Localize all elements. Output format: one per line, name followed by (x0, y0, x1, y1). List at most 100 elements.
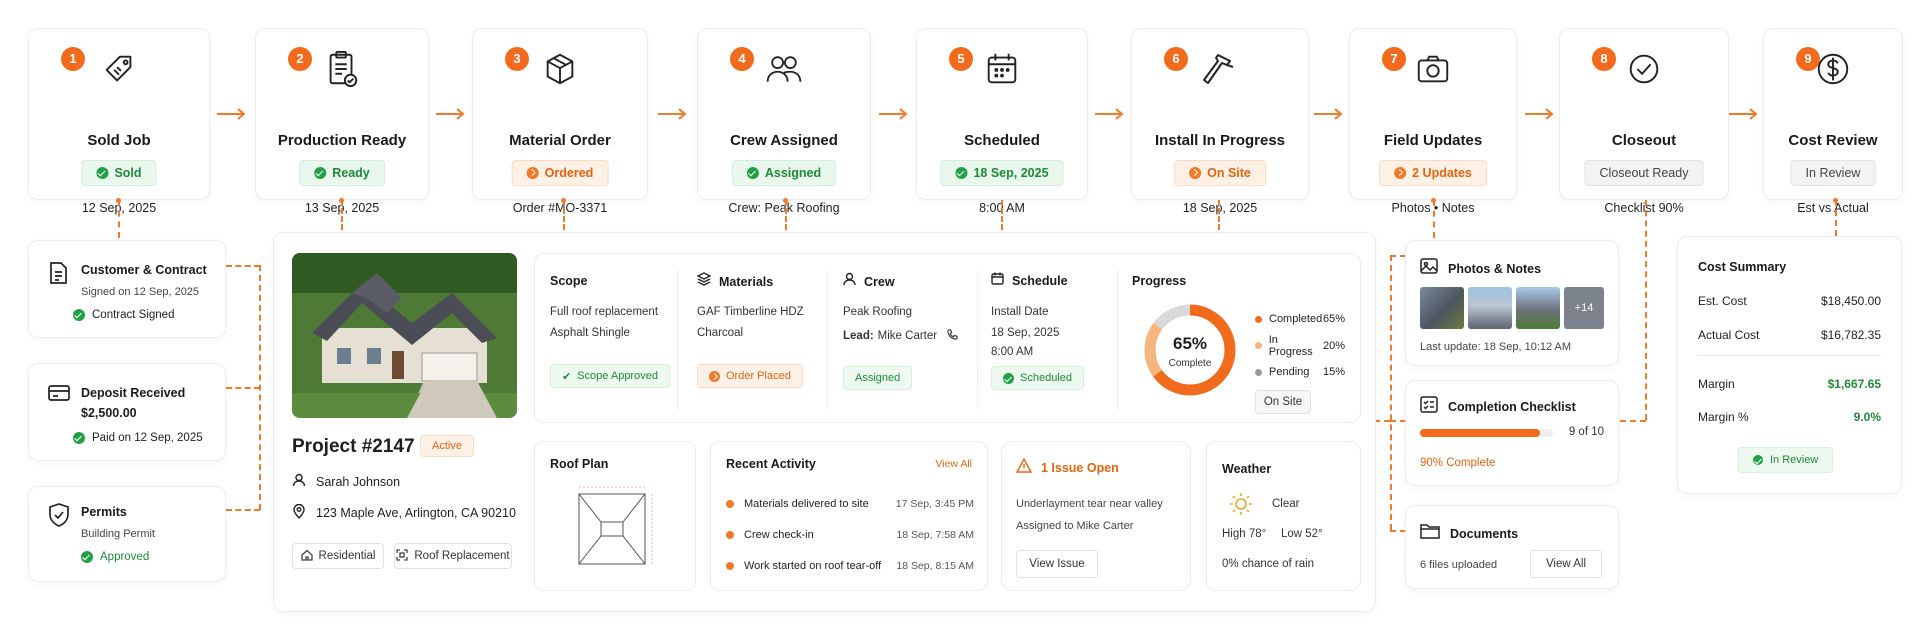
connector-line (1835, 200, 1837, 236)
activity-dot (726, 499, 734, 508)
row-label: Margin % (1698, 410, 1749, 424)
margin-percent-value: 9.0% (1853, 410, 1881, 424)
photos-title: Photos & Notes (1448, 261, 1542, 276)
view-all-documents-button[interactable]: View All (1530, 550, 1602, 578)
clock-icon (1003, 372, 1014, 384)
step-number: 5 (949, 47, 973, 71)
connector-line (1390, 255, 1406, 257)
stage-subtext: Checklist 90% (1604, 201, 1684, 215)
calendar-icon (980, 47, 1024, 91)
customer-contract-card[interactable]: Customer & Contract Signed on 12 Sep, 20… (28, 240, 226, 338)
connector-line (1390, 530, 1406, 532)
weather-rain: 0% chance of rain (1222, 558, 1315, 570)
stage-title: Sold Job (87, 132, 151, 149)
arrow-right-icon (1729, 108, 1758, 120)
tag-label: Residential (318, 550, 376, 562)
step-number: 4 (730, 47, 754, 71)
arrow-right-icon (1095, 108, 1124, 120)
stage-status-badge: Closeout Ready (1584, 160, 1704, 186)
photo-thumbnail[interactable] (1516, 287, 1560, 329)
deposit-card[interactable]: Deposit Received $2,500.00 Paid on 12 Se… (28, 363, 226, 461)
clipboard-check-icon (320, 47, 364, 91)
status-label: Approved (100, 551, 150, 563)
margin-row: Margin $1,667.65 (1698, 377, 1881, 391)
permits-card[interactable]: Permits Building Permit Approved (28, 486, 226, 582)
checklist-header: Completion Checklist (1420, 395, 1576, 418)
divider (827, 270, 828, 410)
status-label: Contract Signed (92, 309, 175, 321)
activity-item: Crew check-in 18 Sep, 7:58 AM (726, 519, 974, 550)
tag-roof-replacement[interactable]: Roof Replacement (394, 543, 512, 569)
stage-status-badge: Ready (299, 160, 385, 186)
activity-time: 17 Sep, 3:45 PM (895, 497, 974, 510)
cost-status-badge: In Review (1738, 447, 1834, 473)
legend-dot (1255, 368, 1262, 376)
checklist-icon (1420, 395, 1438, 418)
view-all-activity-link[interactable]: View All (935, 458, 972, 470)
connector-dot (561, 198, 566, 203)
checklist-progress-fill (1420, 429, 1540, 437)
photo-thumbnail[interactable] (1420, 287, 1464, 329)
scope-approved-tag: ✔ Scope Approved (550, 364, 670, 388)
activity-item: Materials delivered to site 17 Sep, 3:45… (726, 488, 974, 519)
stage-card-cost-review[interactable]: 9 Cost Review In Review Est vs Actual (1763, 28, 1903, 215)
completion-checklist-card[interactable]: Completion Checklist 9 of 10 90% Complet… (1405, 380, 1619, 486)
tag-label: In Review (1770, 454, 1819, 466)
arrow-right-icon (436, 108, 465, 120)
stage-card-field-updates[interactable]: 7 Field Updates 2 Updates Photos • Notes (1349, 28, 1517, 215)
stage-card-sold-job[interactable]: 1 Sold Job Sold 12 Sep, 2025 (28, 28, 210, 215)
crew-name: Peak Roofing (843, 306, 913, 318)
contract-status: Contract Signed (73, 309, 174, 321)
badge-label: Ordered (544, 166, 594, 180)
card-title: Deposit Received (81, 386, 186, 400)
activity-text: Materials delivered to site (744, 497, 869, 510)
tag-icon (97, 47, 141, 91)
checklist-title: Completion Checklist (1448, 399, 1576, 414)
check-icon: ✔ (562, 370, 572, 383)
step-number: 3 (505, 47, 529, 71)
status-label: Paid on 12 Sep, 2025 (92, 432, 203, 444)
legend-label: Completed (1269, 313, 1323, 325)
stage-card-production-ready[interactable]: 2 Production Ready Ready 13 Sep, 2025 (255, 28, 429, 215)
connector-line (1620, 420, 1646, 422)
phone-icon[interactable] (947, 329, 958, 343)
tag-residential[interactable]: Residential (292, 543, 384, 569)
legend-label: In Progress (1268, 333, 1313, 358)
issue-description: Underlayment tear near valley (1016, 498, 1163, 510)
camera-icon (1411, 47, 1455, 91)
schedule-date: 18 Sep, 2025 (991, 327, 1060, 339)
on-site-button[interactable]: On Site (1255, 390, 1311, 414)
documents-card[interactable]: Documents 6 files uploaded View All (1405, 505, 1619, 589)
stage-card-closeout[interactable]: 8 Closeout Closeout Ready Checklist 90% (1559, 28, 1729, 215)
est-cost-row: Est. Cost $18,450.00 (1698, 294, 1881, 308)
more-photos-thumbnail[interactable]: +14 (1564, 287, 1604, 329)
stage-card-crew-assigned[interactable]: 4 Crew Assigned Assigned Crew: Peak Roof… (697, 28, 871, 215)
schedule-time: 8:00 AM (991, 346, 1034, 358)
photos-notes-card[interactable]: Photos & Notes +14 Last update: 18 Sep, … (1405, 240, 1619, 366)
connector-line (1390, 420, 1406, 422)
stage-card-install-in-progress[interactable]: 6 Install In Progress On Site 18 Sep, 20… (1131, 28, 1309, 215)
roof-plan-card[interactable]: Roof Plan (534, 441, 696, 591)
margin-value: $1,667.65 (1827, 377, 1881, 391)
stage-subtext: Crew: Peak Roofing (728, 201, 840, 215)
stage-card-scheduled[interactable]: 5 Scheduled 18 Sep, 2025 8:00 AM (916, 28, 1088, 215)
stage-subtext: Est vs Actual (1797, 201, 1869, 215)
stage-title: Field Updates (1383, 132, 1483, 149)
project-status-badge: Active (420, 435, 474, 457)
progress-percent: 65% (1172, 334, 1208, 353)
photo-thumbnail[interactable] (1468, 287, 1512, 329)
view-issue-button[interactable]: View Issue (1016, 550, 1098, 578)
badge-label: In Review (1805, 166, 1861, 180)
card-title: Customer & Contract (81, 263, 207, 277)
badge-label: Sold (114, 166, 142, 180)
activity-dot (726, 530, 734, 539)
stage-status-badge: On Site (1174, 160, 1266, 186)
documents-header: Documents (1420, 523, 1518, 544)
step-number: 1 (61, 47, 85, 71)
stage-status-badge: Ordered (511, 160, 609, 186)
stage-card-material-order[interactable]: 3 Material Order Ordered Order #MO-3371 (472, 28, 648, 215)
scheduled-tag: Scheduled (991, 366, 1084, 390)
stage-title: Closeout (1611, 132, 1677, 149)
user-icon (292, 473, 306, 490)
arrow-right-icon (1314, 108, 1343, 120)
